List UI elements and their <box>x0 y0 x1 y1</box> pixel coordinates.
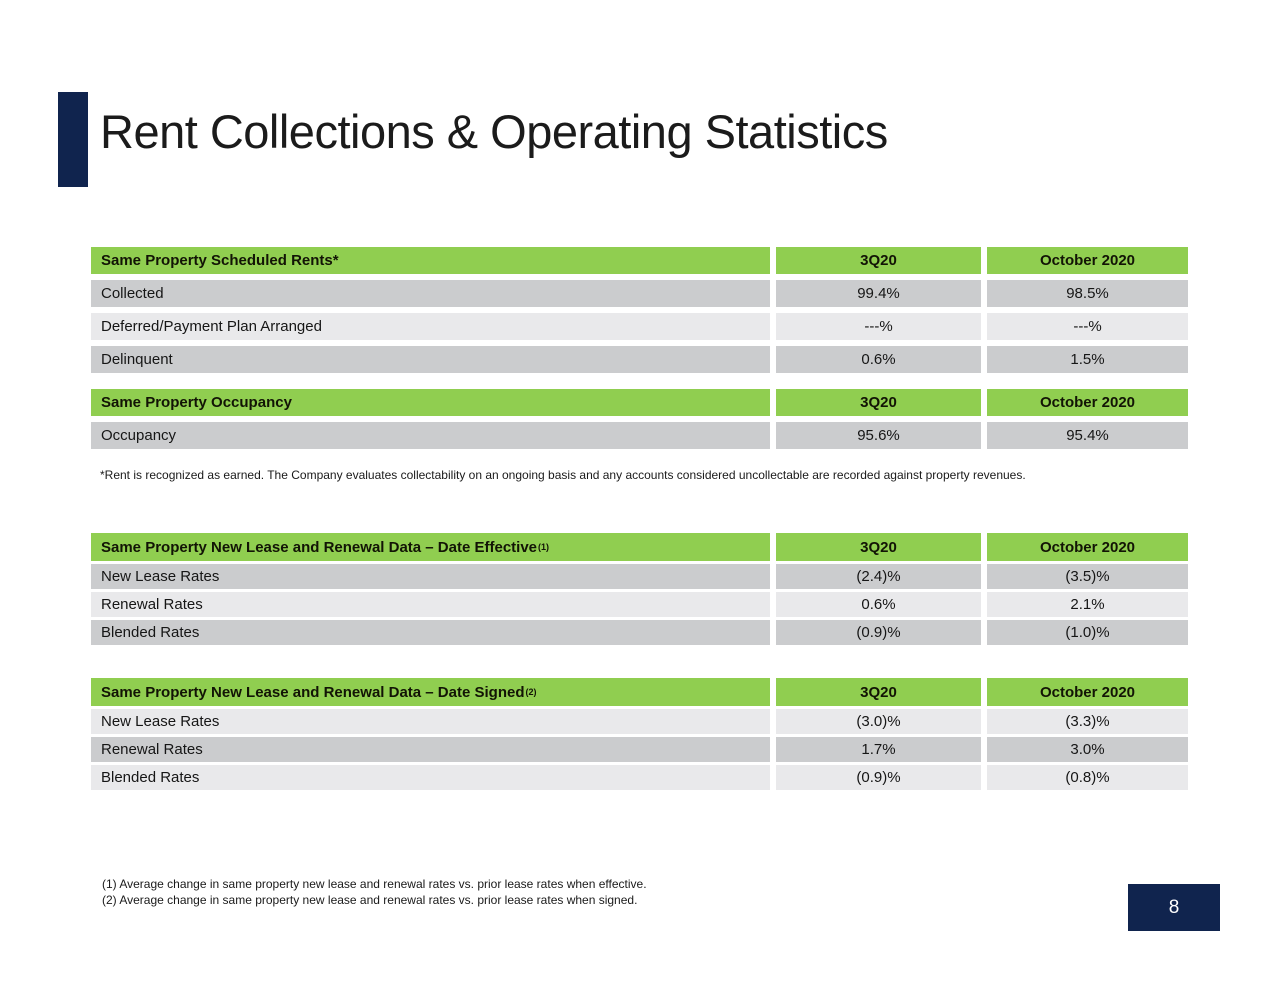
value-3q20: 0.6% <box>776 346 981 373</box>
row-label: Occupancy <box>91 422 770 449</box>
page-number-box: 8 <box>1128 884 1220 931</box>
table-title: Same Property New Lease and Renewal Data… <box>101 538 538 556</box>
table-row: Blended Rates (0.9)% (1.0)% <box>91 620 1188 645</box>
column-header-3q20: 3Q20 <box>776 247 981 274</box>
value-october-2020: (0.8)% <box>987 765 1188 790</box>
row-label: Delinquent <box>91 346 770 373</box>
table-row: New Lease Rates (2.4)% (3.5)% <box>91 564 1188 589</box>
column-header-october-2020: October 2020 <box>987 247 1188 274</box>
row-label: Collected <box>91 280 770 307</box>
table-title-cell: Same Property New Lease and Renewal Data… <box>91 678 770 706</box>
page-number: 8 <box>1168 896 1180 918</box>
table-header-row: Same Property Occupancy 3Q20 October 202… <box>91 389 1188 416</box>
table-title-superscript: (2) <box>525 687 537 697</box>
value-3q20: (3.0)% <box>776 709 981 734</box>
table-title-cell: Same Property Scheduled Rents* <box>91 247 770 274</box>
footnote-2: (2) Average change in same property new … <box>102 893 638 907</box>
row-label: Renewal Rates <box>91 737 770 762</box>
table-title-cell: Same Property Occupancy <box>91 389 770 416</box>
rent-footnote: *Rent is recognized as earned. The Compa… <box>100 468 1026 482</box>
table-row: Collected 99.4% 98.5% <box>91 280 1188 307</box>
footnote-1: (1) Average change in same property new … <box>102 877 647 891</box>
value-3q20: ---% <box>776 313 981 340</box>
row-label: Renewal Rates <box>91 592 770 617</box>
table-scheduled-rents: Same Property Scheduled Rents* 3Q20 Octo… <box>91 247 1188 373</box>
table-row: Deferred/Payment Plan Arranged ---% ---% <box>91 313 1188 340</box>
row-label: Blended Rates <box>91 620 770 645</box>
table-occupancy: Same Property Occupancy 3Q20 October 202… <box>91 389 1188 449</box>
table-lease-renewal-date-signed: Same Property New Lease and Renewal Data… <box>91 678 1188 790</box>
table-title-cell: Same Property New Lease and Renewal Data… <box>91 533 770 561</box>
table-header-row: Same Property New Lease and Renewal Data… <box>91 533 1188 561</box>
value-october-2020: (1.0)% <box>987 620 1188 645</box>
value-3q20: (2.4)% <box>776 564 981 589</box>
row-label: Deferred/Payment Plan Arranged <box>91 313 770 340</box>
table-row: Renewal Rates 0.6% 2.1% <box>91 592 1188 617</box>
column-header-october-2020: October 2020 <box>987 678 1188 706</box>
table-header-row: Same Property Scheduled Rents* 3Q20 Octo… <box>91 247 1188 274</box>
table-row: Blended Rates (0.9)% (0.8)% <box>91 765 1188 790</box>
value-3q20: 1.7% <box>776 737 981 762</box>
value-october-2020: 98.5% <box>987 280 1188 307</box>
value-3q20: 95.6% <box>776 422 981 449</box>
value-october-2020: (3.5)% <box>987 564 1188 589</box>
table-row: New Lease Rates (3.0)% (3.3)% <box>91 709 1188 734</box>
value-october-2020: 95.4% <box>987 422 1188 449</box>
value-october-2020: (3.3)% <box>987 709 1188 734</box>
table-lease-renewal-date-effective: Same Property New Lease and Renewal Data… <box>91 533 1188 645</box>
page-title: Rent Collections & Operating Statistics <box>100 105 888 158</box>
value-3q20: 0.6% <box>776 592 981 617</box>
column-header-october-2020: October 2020 <box>987 533 1188 561</box>
column-header-3q20: 3Q20 <box>776 678 981 706</box>
value-3q20: (0.9)% <box>776 620 981 645</box>
title-accent-bar <box>58 92 88 187</box>
numbered-footnotes: (1) Average change in same property new … <box>102 876 647 908</box>
column-header-october-2020: October 2020 <box>987 389 1188 416</box>
table-row: Renewal Rates 1.7% 3.0% <box>91 737 1188 762</box>
column-header-3q20: 3Q20 <box>776 389 981 416</box>
value-october-2020: 2.1% <box>987 592 1188 617</box>
table-title: Same Property Occupancy <box>101 394 292 411</box>
value-3q20: (0.9)% <box>776 765 981 790</box>
row-label: New Lease Rates <box>91 709 770 734</box>
table-title: Same Property New Lease and Renewal Data… <box>101 683 525 701</box>
table-row: Occupancy 95.6% 95.4% <box>91 422 1188 449</box>
row-label: New Lease Rates <box>91 564 770 589</box>
column-header-3q20: 3Q20 <box>776 533 981 561</box>
row-label: Blended Rates <box>91 765 770 790</box>
table-row: Delinquent 0.6% 1.5% <box>91 346 1188 373</box>
table-title-superscript: (1) <box>538 542 550 552</box>
table-title: Same Property Scheduled Rents* <box>101 252 339 269</box>
value-october-2020: 3.0% <box>987 737 1188 762</box>
table-header-row: Same Property New Lease and Renewal Data… <box>91 678 1188 706</box>
value-3q20: 99.4% <box>776 280 981 307</box>
value-october-2020: 1.5% <box>987 346 1188 373</box>
value-october-2020: ---% <box>987 313 1188 340</box>
